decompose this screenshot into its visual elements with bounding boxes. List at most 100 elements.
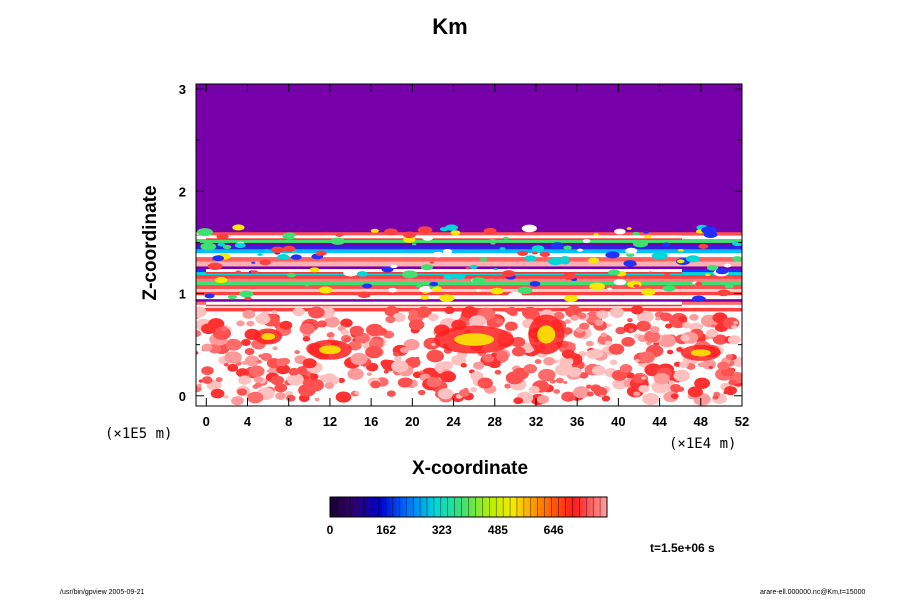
field-speckle: [673, 369, 691, 382]
field-speckle: [223, 394, 229, 399]
field-speckle: [408, 309, 418, 316]
colorbar-tick-label: 485: [488, 523, 508, 537]
field-speckle: [521, 224, 537, 233]
field-speckle: [614, 228, 626, 235]
field-speckle: [473, 361, 485, 370]
field-speckle: [287, 272, 296, 278]
field-speckle: [505, 371, 524, 385]
field-speckle: [257, 253, 263, 256]
field-speckle: [244, 355, 260, 367]
field-speckle: [362, 283, 373, 289]
field-speckle: [658, 334, 677, 348]
field-speckle: [276, 364, 291, 375]
field-speckle: [562, 327, 573, 335]
field-speckle: [565, 305, 582, 318]
field-speckle: [431, 342, 436, 346]
x-tick-label: 8: [285, 414, 292, 429]
field-speckle: [401, 270, 418, 279]
field-speckle: [548, 257, 563, 266]
field-speckle: [415, 306, 432, 318]
field-speckle: [676, 347, 683, 352]
field-speckle: [212, 255, 224, 262]
field-speckle: [428, 313, 439, 321]
field-speckle: [439, 226, 449, 232]
field-speckle: [604, 340, 612, 346]
field-speckle: [236, 388, 248, 396]
field-speckle: [701, 226, 717, 235]
field-speckle: [695, 281, 703, 286]
field-speckle: [649, 326, 660, 334]
field-band: [196, 239, 742, 243]
field-speckle: [412, 371, 423, 379]
field-speckle: [201, 343, 213, 352]
field-speckle: [506, 307, 518, 316]
field-speckle: [403, 236, 416, 243]
field-speckle: [394, 355, 402, 362]
field-band: [196, 272, 742, 276]
field-speckle: [356, 271, 368, 277]
field-speckle: [335, 391, 352, 403]
field-speckle: [521, 306, 539, 319]
field-speckle: [244, 296, 252, 301]
field-speckle: [227, 294, 238, 300]
field-speckle: [482, 275, 490, 279]
field-speckle: [609, 359, 618, 366]
field-speckle: [201, 366, 214, 376]
field-speckle: [227, 364, 239, 372]
field-speckle: [659, 312, 673, 322]
field-speckle: [201, 323, 216, 335]
field-layer: [206, 304, 682, 307]
field-speckle: [594, 319, 604, 326]
field-speckle: [238, 375, 252, 385]
field-speckle: [477, 377, 493, 389]
field-speckle: [655, 316, 661, 321]
field-speckle: [304, 284, 310, 287]
field-speckle: [563, 245, 572, 250]
field-speckle: [531, 245, 545, 252]
field-speckle: [517, 250, 528, 256]
field-speckle: [677, 251, 683, 254]
field-speckle: [276, 358, 288, 367]
field-speckle: [623, 323, 638, 333]
field-speckle: [271, 310, 278, 315]
field-speckle: [419, 286, 433, 293]
field-speckle: [236, 320, 245, 327]
field-speckle: [490, 287, 504, 295]
field-patch: [318, 345, 341, 355]
field-speckle: [247, 391, 264, 404]
field-speckle: [244, 347, 255, 356]
field-speckle: [393, 351, 400, 357]
field-speckle: [653, 372, 670, 385]
field-layer: [206, 272, 682, 274]
field-speckle: [508, 291, 523, 299]
field-speckle: [335, 233, 344, 237]
y-scale-note: (×1E5 m): [105, 426, 173, 442]
field-band: [196, 295, 742, 300]
field-speckle: [403, 338, 420, 351]
field-speckle: [272, 346, 278, 351]
field-speckle: [619, 364, 633, 374]
field-speckle: [231, 396, 244, 406]
field-layer: [206, 301, 682, 305]
field-speckle: [564, 319, 572, 324]
field-speckle: [270, 375, 285, 386]
field-speckle: [196, 329, 202, 338]
field-speckle: [712, 395, 719, 400]
field-speckle: [493, 268, 498, 271]
field-speckle: [679, 361, 689, 368]
field-speckle: [687, 386, 703, 398]
field-speckle: [242, 309, 256, 319]
field-speckle: [488, 238, 497, 244]
field-speckle: [644, 234, 652, 239]
field-speckle: [286, 394, 296, 402]
field-speckle: [214, 276, 228, 284]
field-speckle: [303, 395, 310, 401]
field-speckle: [299, 323, 316, 335]
colorbar-ticks: 0 162 323 485 646: [327, 497, 608, 537]
field-band: [196, 288, 742, 293]
field-speckle: [256, 359, 262, 364]
heatmap-field: [196, 84, 742, 406]
x-axis-title: X-coordinate: [411, 458, 529, 479]
field-speckle: [400, 346, 410, 354]
